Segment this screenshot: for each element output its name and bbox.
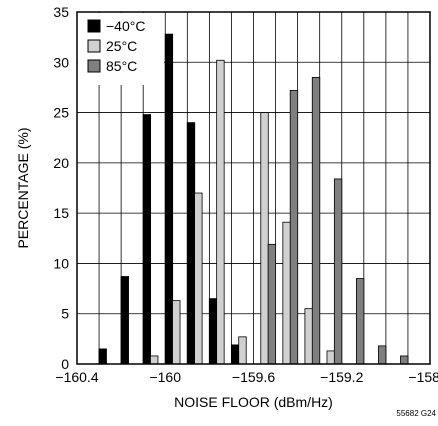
y-tick-label: 25 — [53, 105, 69, 121]
legend-label: −40°C — [106, 18, 145, 34]
bar — [208, 298, 218, 365]
y-tick-label: 5 — [61, 306, 69, 322]
bar — [378, 345, 387, 365]
bar — [260, 112, 269, 365]
bar — [400, 355, 409, 365]
y-tick-label: 20 — [53, 155, 69, 171]
y-tick-label: 0 — [61, 356, 69, 372]
bar — [333, 178, 343, 365]
bar — [150, 355, 159, 365]
bar — [98, 348, 107, 365]
bar — [120, 276, 129, 365]
bar — [289, 90, 299, 365]
figure-code: 55682 G24 — [396, 409, 436, 418]
bar — [142, 114, 152, 365]
plot-frame — [76, 11, 431, 365]
x-tick-label: −158.8 — [408, 369, 438, 385]
bars — [98, 33, 409, 365]
legend-swatch — [87, 59, 101, 73]
bar — [282, 221, 291, 365]
x-tick-labels: −160.4 −160 −159.6 −159.2 −158.8 — [55, 369, 438, 385]
y-tick-label: 15 — [53, 205, 69, 221]
legend-swatch — [87, 19, 101, 33]
bar — [186, 122, 196, 365]
x-tick-label: −160.4 — [55, 369, 98, 385]
x-axis-label: NOISE FLOOR (dBm/Hz) — [174, 394, 333, 410]
x-tick-label: −160 — [149, 369, 181, 385]
bar — [194, 192, 203, 365]
legend-label: 25°C — [106, 38, 137, 54]
y-tick-label: 35 — [53, 4, 69, 20]
bar — [355, 278, 365, 365]
bar — [311, 76, 321, 365]
x-tick-label: −159.6 — [232, 369, 275, 385]
bar — [230, 344, 240, 365]
legend-label: 85°C — [106, 58, 137, 74]
y-tick-label: 10 — [53, 255, 69, 271]
bar — [238, 336, 247, 365]
y-tick-labels: 0 5 10 15 20 25 30 35 — [53, 4, 69, 372]
legend: −40°C 25°C 85°C — [78, 13, 164, 85]
x-tick-label: −159.2 — [320, 369, 363, 385]
bar — [304, 308, 313, 365]
bar — [216, 59, 225, 365]
bar — [267, 243, 277, 365]
bar — [326, 350, 335, 365]
y-tick-label: 30 — [53, 54, 69, 70]
bar — [164, 33, 174, 365]
y-axis-label: PERCENTAGE (%) — [15, 127, 31, 248]
legend-swatch — [87, 39, 101, 53]
bar — [172, 300, 181, 365]
